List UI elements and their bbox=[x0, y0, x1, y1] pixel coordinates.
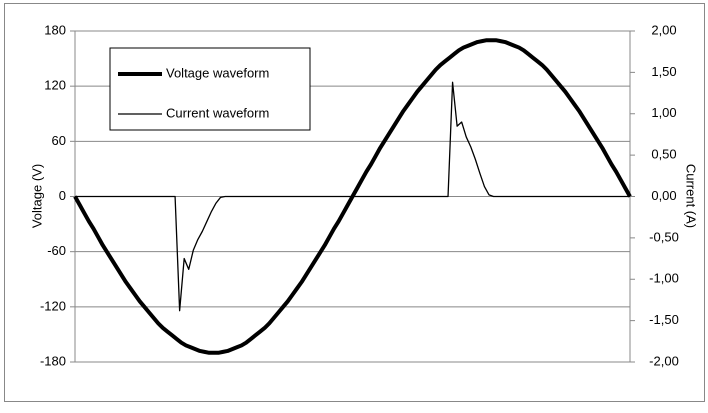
y-tick-label: 120 bbox=[44, 78, 66, 93]
legend-label: Current waveform bbox=[166, 105, 269, 120]
legend-box bbox=[109, 47, 311, 131]
y-tick-label: 60 bbox=[52, 133, 66, 148]
y2-tick-label: 1,50 bbox=[651, 64, 676, 79]
y-axis-title: Voltage (V) bbox=[29, 164, 44, 228]
y2-axis-title: Current (A) bbox=[684, 164, 699, 228]
series-line bbox=[75, 81, 630, 312]
y2-tick-label: 0,00 bbox=[651, 188, 676, 203]
y2-tick-label: -2,00 bbox=[649, 353, 679, 368]
y2-tick-label: 0,50 bbox=[651, 147, 676, 162]
y-tick-label: 0 bbox=[59, 188, 66, 203]
y2-tick-label: 1,00 bbox=[651, 105, 676, 120]
y2-tick-label: -1,50 bbox=[649, 312, 679, 327]
y-tick-label: 180 bbox=[44, 22, 66, 37]
legend-label: Voltage waveform bbox=[166, 65, 269, 80]
y-tick-label: -120 bbox=[40, 298, 66, 313]
y2-tick-label: 2,00 bbox=[651, 22, 676, 37]
y-tick-label: -60 bbox=[47, 243, 66, 258]
y2-tick-label: -1,00 bbox=[649, 271, 679, 286]
y2-tick-label: -0,50 bbox=[649, 229, 679, 244]
y-tick-label: -180 bbox=[40, 353, 66, 368]
